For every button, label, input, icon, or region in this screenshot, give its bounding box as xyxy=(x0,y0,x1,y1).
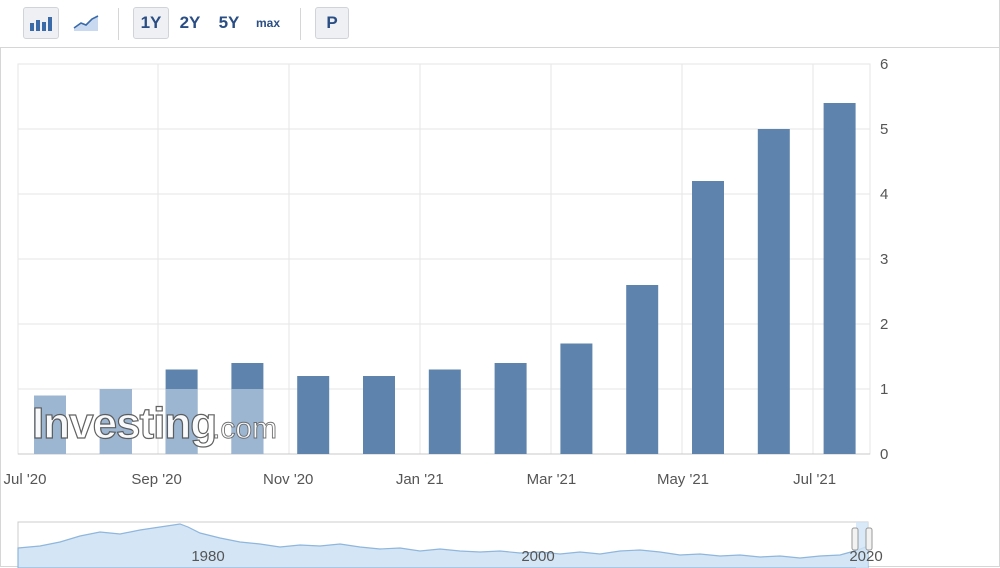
navigator-selection[interactable] xyxy=(856,522,868,568)
chart-area: Investing .com 0 1 2 3 4 5 6 Jul '20 Sep '20 Nov… xyxy=(4,56,888,568)
navigator-year-label: 2000 xyxy=(521,548,554,565)
period-max-button[interactable]: max xyxy=(255,16,281,30)
bar-watermark-overlay xyxy=(231,389,264,454)
navigator[interactable]: 1980 2000 2020 xyxy=(17,521,883,568)
y-tick-label: 0 xyxy=(880,446,888,463)
bar-5[interactable] xyxy=(297,376,330,454)
bar-chart-icon xyxy=(30,17,52,31)
x-tick-label: May '21 xyxy=(657,471,709,488)
bar-11[interactable] xyxy=(692,181,724,454)
period-2y-button[interactable]: 2Y xyxy=(179,13,201,32)
x-axis: Jul '20 Sep '20 Nov '20 Jan '21 Mar '21 May '… xyxy=(4,471,836,488)
bar-watermark-overlay xyxy=(99,389,132,454)
navigator-year-label: 1980 xyxy=(191,548,224,565)
x-tick-label: Nov '20 xyxy=(263,471,313,488)
y-tick-label: 3 xyxy=(880,251,888,268)
investing-watermark: Investing .com xyxy=(31,398,277,448)
p-button[interactable]: P xyxy=(315,7,349,39)
navigator-year-label: 2020 xyxy=(849,548,882,565)
watermark-brand: Investing xyxy=(32,399,216,448)
y-tick-label: 1 xyxy=(880,381,888,398)
bar-7[interactable] xyxy=(428,369,461,455)
bar-watermark-overlay xyxy=(165,389,198,454)
y-axis: 0 1 2 3 4 5 6 xyxy=(880,56,888,463)
bar-8[interactable] xyxy=(494,363,527,454)
period-5y-button[interactable]: 5Y xyxy=(218,13,240,32)
x-tick-label: Jan '21 xyxy=(396,471,444,488)
bar-6[interactable] xyxy=(363,376,395,454)
y-tick-label: 5 xyxy=(880,121,888,138)
x-tick-label: Jul '21 xyxy=(793,471,836,488)
bar-12[interactable] xyxy=(757,129,790,454)
y-tick-label: 2 xyxy=(880,316,888,333)
x-tick-label: Jul '20 xyxy=(4,471,47,488)
bar-13[interactable] xyxy=(823,103,856,454)
toolbar-separator xyxy=(118,8,119,40)
y-tick-label: 6 xyxy=(880,56,888,73)
period-1y-button[interactable]: 1Y xyxy=(133,7,169,39)
line-chart-icon xyxy=(73,15,99,31)
bar-series xyxy=(34,103,856,454)
x-tick-label: Sep '20 xyxy=(131,471,181,488)
y-tick-label: 4 xyxy=(880,186,888,203)
navigator-series xyxy=(17,523,869,568)
x-tick-label: Mar '21 xyxy=(527,471,577,488)
navigator-right-handle[interactable] xyxy=(865,527,873,551)
watermark-suffix: .com xyxy=(212,412,277,445)
bar-9[interactable] xyxy=(560,343,593,455)
toolbar-separator xyxy=(300,8,301,40)
line-chart-button[interactable] xyxy=(68,7,104,39)
bar-watermark-overlay xyxy=(34,395,66,454)
bar-10[interactable] xyxy=(626,285,659,454)
bar-chart-button[interactable] xyxy=(23,7,59,39)
navigator-labels: 1980 2000 2020 xyxy=(191,548,882,565)
chart-toolbar: 1Y 2Y 5Y max P xyxy=(0,0,999,48)
navigator-left-handle[interactable] xyxy=(851,527,859,551)
